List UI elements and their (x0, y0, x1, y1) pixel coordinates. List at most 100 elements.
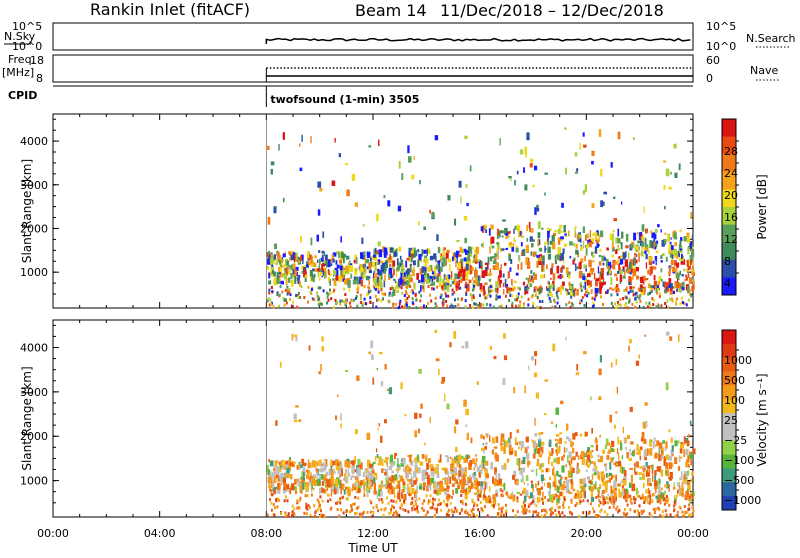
echo-cell (323, 515, 326, 519)
echo-cell (649, 291, 651, 295)
echo-cell (548, 451, 551, 459)
echo-cell (509, 293, 512, 297)
echo-cell (329, 273, 332, 277)
echo-cell (351, 173, 356, 181)
echo-cell (479, 283, 483, 290)
echo-cell (625, 245, 629, 249)
echo-cell (559, 491, 563, 496)
echo-cell (393, 492, 396, 499)
echo-cell (441, 467, 445, 470)
echo-cell (590, 445, 594, 448)
echo-cell (542, 491, 544, 497)
echo-cell (524, 288, 526, 295)
echo-cell (343, 273, 346, 278)
echo-cell (350, 504, 352, 508)
echo-cell (304, 277, 307, 282)
echo-cell (336, 394, 339, 397)
echo-cell (554, 230, 558, 233)
echo-cell (364, 468, 367, 473)
colorbar-segment (722, 482, 736, 497)
echo-cell (528, 495, 531, 499)
echo-cell (376, 448, 378, 453)
echo-cell (690, 459, 692, 466)
echo-cell (683, 268, 686, 272)
echo-cell (676, 514, 679, 517)
echo-cell (359, 293, 362, 297)
echo-cell (674, 514, 677, 518)
echo-cell (270, 168, 273, 175)
echo-cell (464, 237, 467, 244)
echo-cell (637, 252, 641, 256)
echo-cell (280, 483, 283, 486)
echo-cell (674, 498, 677, 502)
echo-cell (609, 462, 612, 470)
echo-cell (554, 508, 557, 512)
echo-cell (318, 296, 321, 300)
echo-cell (533, 286, 537, 291)
echo-cell (611, 475, 613, 480)
echo-cell (505, 284, 508, 288)
echo-cell (665, 441, 668, 449)
echo-cell (268, 458, 270, 463)
echo-cell (651, 499, 654, 502)
echo-cells (266, 329, 696, 519)
colorbar-segment (722, 224, 736, 243)
echo-cell (497, 277, 501, 284)
echo-cell (545, 511, 548, 515)
echo-cell (522, 304, 525, 308)
echo-cell (686, 259, 690, 267)
echo-cell (673, 482, 675, 487)
echo-cell (619, 269, 623, 275)
echo-cell (411, 497, 414, 501)
echo-cell (282, 459, 284, 467)
echo-cell (514, 450, 517, 457)
echo-cell (360, 271, 364, 280)
echo-cell (535, 291, 538, 295)
colorbar-tick-label: 25 (724, 414, 738, 427)
echo-cell (603, 510, 606, 514)
echo-cell (281, 257, 284, 260)
echo-cell (305, 482, 310, 488)
echo-cell (584, 293, 586, 297)
echo-cell (579, 478, 583, 485)
echo-cell (340, 267, 343, 275)
echo-cell (366, 459, 371, 467)
echo-cell (398, 486, 401, 493)
echo-cell (558, 496, 560, 500)
echo-cell (435, 305, 438, 308)
echo-cell (531, 295, 534, 299)
echo-cell (384, 274, 386, 282)
echo-cell (286, 289, 289, 293)
echo-cell (457, 262, 461, 269)
echo-cell (642, 275, 646, 282)
echo-cell (331, 180, 336, 186)
echo-cell (387, 487, 390, 493)
echo-cell (591, 150, 595, 156)
echo-cell (569, 467, 574, 472)
echo-cell (502, 282, 505, 288)
echo-cell (414, 499, 417, 503)
echo-cell (574, 432, 578, 436)
echo-cell (596, 488, 601, 492)
echo-cell (341, 278, 343, 283)
echo-cell (565, 267, 569, 275)
echo-cell (599, 271, 602, 279)
echo-cell (380, 299, 383, 303)
echo-cell (583, 477, 586, 485)
echo-cell (598, 396, 602, 400)
echo-cell (393, 278, 396, 282)
echo-cell (307, 250, 310, 259)
freq-tick-bottom: 8 (36, 72, 43, 85)
echo-cell (410, 502, 413, 506)
echo-cell (537, 511, 540, 515)
echo-cell (686, 268, 689, 273)
echo-cell (389, 256, 393, 263)
echo-cell (640, 496, 642, 500)
echo-cell (531, 275, 534, 280)
echo-cell (588, 280, 592, 287)
echo-cell (645, 301, 648, 305)
echo-cell (291, 483, 295, 491)
echo-cell (354, 254, 357, 259)
echo-cell (581, 273, 585, 276)
